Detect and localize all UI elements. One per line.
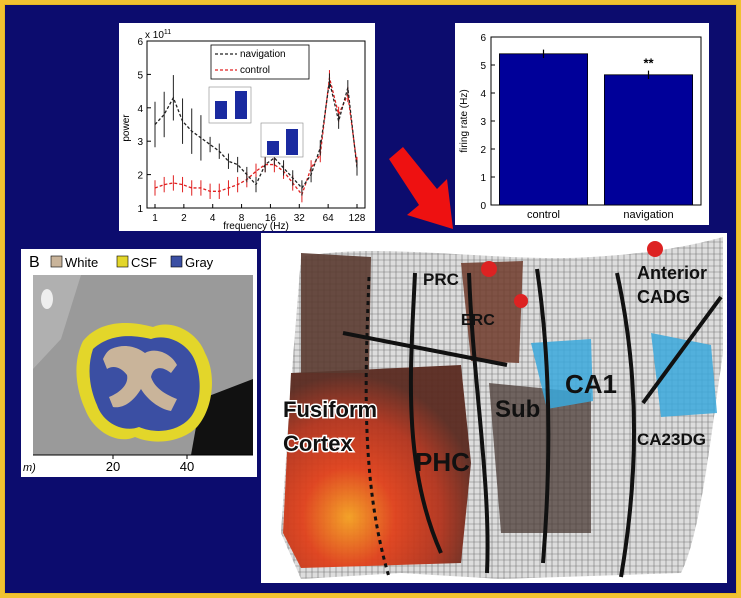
label-ca1: CA1	[565, 369, 617, 399]
prc-marker	[481, 261, 497, 277]
inset-bar-plot-right	[260, 122, 304, 158]
power-xlabel: frequency (Hz)	[223, 221, 289, 231]
boundary-2	[467, 272, 490, 574]
firing-ylabel: firing rate (Hz)	[459, 89, 470, 152]
legend-gray: Gray	[185, 255, 214, 270]
panel-letter: B	[29, 254, 40, 271]
inset-bar-plot-left	[208, 86, 252, 124]
firing-ytick-label: 0	[480, 201, 486, 212]
power-legend: navigation control	[210, 44, 310, 80]
label-erc: ERC	[461, 312, 495, 329]
mri-figure: B White CSF Gray m) 20 40	[23, 254, 253, 474]
anterior-cadg-blue-region	[651, 333, 717, 417]
sub-ca1-region	[489, 383, 591, 533]
firing-ytick-label: 6	[480, 33, 486, 44]
power-xtick-label: 8	[239, 213, 245, 224]
mri-xtick-20: 20	[106, 459, 120, 474]
label-anterior: Anterior	[637, 263, 707, 283]
power-ytick-label: 3	[137, 137, 143, 148]
firing-ytick-label: 5	[480, 61, 486, 72]
mri-axis-fragment: m)	[23, 462, 36, 474]
significance-marker: **	[643, 56, 654, 71]
power-spectrum-chart: x 1011 power frequency (Hz) 1 2 3 4 5 6 1 2 4 8 1…	[121, 29, 366, 232]
bar-control	[499, 53, 588, 206]
mri-panel: B White CSF Gray m) 20 40	[21, 249, 257, 477]
erc-region	[461, 261, 523, 363]
power-exponent: x 1011	[145, 29, 171, 41]
phc-activation	[283, 365, 471, 568]
legend-control: control	[240, 65, 270, 76]
power-ytick-label: 1	[137, 204, 143, 215]
boundary-3	[535, 268, 551, 564]
slide-background: x 1011 power frequency (Hz) 1 2 3 4 5 6 1 2 4 8 1…	[4, 4, 737, 594]
boundary-dotted	[364, 276, 391, 578]
legend-navigation: navigation	[240, 49, 286, 60]
firing-xtick-label: control	[527, 209, 560, 221]
firing-ytick-label: 3	[480, 117, 486, 128]
bar-navigation	[603, 74, 693, 206]
legend-csf: CSF	[131, 255, 157, 270]
boundary-4	[615, 272, 636, 578]
label-prc: PRC	[423, 270, 459, 289]
label-ca23dg: CA23DG	[637, 430, 706, 449]
power-ytick-label: 6	[137, 37, 143, 48]
parahippocampal-dark-region	[301, 253, 371, 373]
label-fusiform: Fusiform	[283, 397, 377, 422]
label-cadg: CADG	[637, 287, 690, 307]
firing-ytick-label: 4	[480, 89, 486, 100]
power-spectrum-panel: x 1011 power frequency (Hz) 1 2 3 4 5 6 1 2 4 8 1…	[119, 23, 375, 232]
power-xtick-label: 64	[323, 213, 335, 224]
firing-xtick-label: navigation	[623, 209, 673, 221]
control-line	[154, 77, 358, 196]
firing-ytick-label: 2	[480, 145, 486, 156]
legend-white: White	[65, 255, 98, 270]
power-ytick-label: 2	[137, 171, 143, 182]
power-xtick-label: 128	[349, 213, 366, 224]
white-matter-region	[103, 346, 177, 411]
power-xtick-label: 32	[294, 213, 306, 224]
label-phc: PHC	[415, 447, 470, 477]
mri-legend: White CSF Gray	[50, 255, 214, 270]
firing-ytick-label: 1	[480, 173, 486, 184]
boundary-6	[641, 295, 723, 405]
firing-rate-chart: firing rate (Hz) 0 1 2 3 4 5 6 control navigati…	[459, 33, 702, 221]
power-ytick-label: 4	[137, 104, 143, 115]
hippocampal-flatmap-panel: PRC ERC Anterior CADG Fusiform Cortex Su…	[261, 233, 727, 583]
plot-frame	[146, 40, 366, 209]
power-xtick-label: 4	[210, 213, 216, 224]
red-arrow	[389, 147, 453, 229]
anterior-marker	[647, 241, 663, 257]
power-ytick-label: 5	[137, 70, 143, 81]
erc-marker	[514, 294, 528, 308]
boundary-5	[342, 331, 508, 367]
power-xtick-label: 16	[265, 213, 277, 224]
mri-xtick-40: 40	[180, 459, 194, 474]
label-sub: Sub	[495, 396, 540, 423]
power-xtick-label: 1	[152, 213, 158, 224]
power-ylabel: power	[121, 114, 132, 142]
label-cortex: Cortex	[283, 431, 353, 456]
power-xtick-label: 2	[181, 213, 187, 224]
firing-rate-panel: firing rate (Hz) 0 1 2 3 4 5 6 control navigati…	[455, 23, 709, 225]
boundary-1	[408, 272, 443, 554]
hippocampal-flatmap: PRC ERC Anterior CADG Fusiform Cortex Su…	[281, 237, 723, 579]
